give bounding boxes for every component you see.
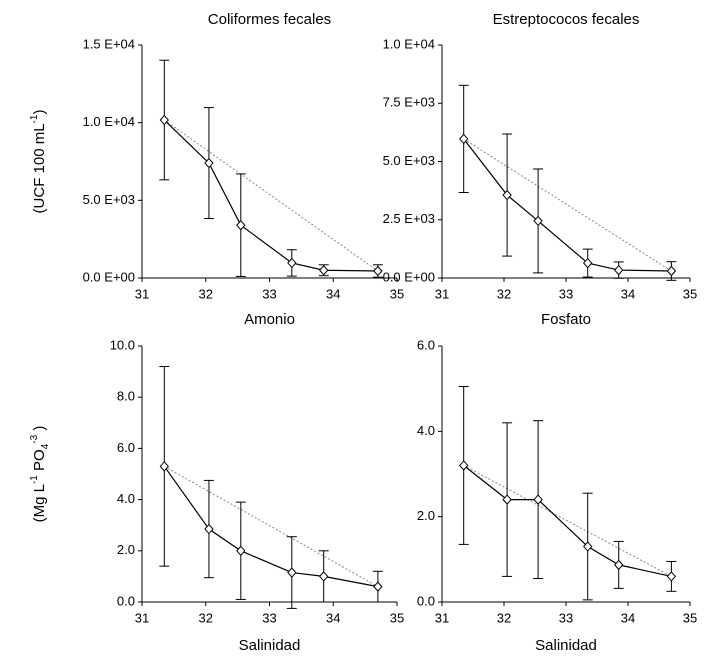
y-tick-label: 5.0 E+03	[83, 192, 135, 207]
y-axis-label: (UCF 100 mL-1)	[29, 110, 48, 214]
x-tick-label: 31	[435, 610, 449, 625]
y-tick-label: 8.0	[117, 389, 135, 404]
point-marker	[236, 219, 246, 231]
point-marker	[583, 541, 593, 552]
x-axis-label: Salinidad	[239, 637, 301, 654]
point-marker	[373, 581, 383, 592]
x-tick-label: 34	[326, 286, 340, 301]
y-tick-label: 1.0 E+04	[83, 114, 135, 129]
y-tick-label: 2.0	[117, 542, 135, 557]
y-axis-label-part: -1	[29, 475, 40, 484]
point-marker	[319, 571, 329, 582]
y-axis-label-part: -1	[29, 114, 40, 123]
point-marker	[287, 257, 297, 269]
y-axis-label-part: PO	[31, 449, 48, 475]
point-marker	[159, 461, 169, 472]
series-line	[163, 119, 378, 272]
y-axis-label-part: (Mg L	[31, 484, 48, 522]
point-marker	[287, 567, 297, 578]
y-axis-label-part: -3	[29, 434, 40, 443]
y-tick-label: 0.0	[117, 593, 135, 608]
reference-line	[164, 119, 379, 272]
point-marker	[159, 114, 169, 126]
point-marker	[459, 460, 469, 471]
reference-line	[164, 465, 379, 588]
x-tick-label: 32	[199, 286, 213, 301]
point-marker	[319, 264, 329, 276]
point-marker	[204, 523, 214, 535]
y-tick-label: 4.0	[117, 491, 135, 506]
point-marker	[204, 157, 214, 169]
x-tick-label: 33	[559, 286, 573, 301]
x-tick-label: 33	[262, 610, 276, 625]
y-tick-label: 0.0 E+00	[83, 269, 135, 284]
reference-line	[463, 138, 672, 272]
x-tick-label: 35	[683, 286, 697, 301]
point-marker	[459, 133, 469, 145]
point-marker	[614, 264, 624, 276]
y-tick-label: 5.0 E+03	[383, 153, 435, 168]
panel-title: Coliformes fecales	[208, 11, 331, 28]
x-tick-label: 33	[559, 610, 573, 625]
point-marker	[236, 545, 246, 557]
x-tick-label: 31	[435, 286, 449, 301]
panel-title: Fosfato	[541, 311, 591, 328]
point-marker	[502, 189, 512, 201]
y-tick-label: 0.0	[417, 593, 435, 608]
x-axis-label: Salinidad	[535, 637, 597, 654]
y-tick-label: 4.0	[417, 423, 435, 438]
y-axis-label-part: 4	[40, 443, 51, 449]
y-axis-label-part: )	[31, 110, 48, 115]
point-marker	[533, 215, 543, 227]
series-line	[163, 465, 378, 588]
point-marker	[666, 265, 677, 277]
y-tick-label: 1.5 E+04	[83, 36, 135, 51]
panel-title: Amonio	[244, 311, 295, 328]
y-axis-label: (Mg L-1 PO4-3 )	[29, 426, 51, 523]
y-tick-label: 6.0	[417, 337, 435, 352]
x-tick-label: 32	[497, 286, 511, 301]
y-axis-label-part: (UCF 100 mL	[31, 123, 48, 213]
x-tick-label: 31	[135, 610, 149, 625]
x-tick-label: 34	[621, 610, 635, 625]
y-tick-label: 1.0 E+04	[383, 36, 435, 51]
point-marker	[502, 494, 512, 505]
x-tick-label: 31	[135, 286, 149, 301]
point-marker	[583, 257, 593, 269]
point-marker	[373, 265, 383, 277]
series-line	[463, 138, 672, 272]
x-tick-label: 32	[497, 610, 511, 625]
point-marker	[614, 559, 624, 571]
x-tick-label: 33	[262, 286, 276, 301]
x-tick-label: 35	[683, 610, 697, 625]
point-marker	[533, 494, 543, 505]
y-tick-label: 6.0	[117, 440, 135, 455]
point-marker	[666, 571, 677, 582]
x-tick-label: 34	[621, 286, 635, 301]
panel-title: Estreptococos fecales	[493, 11, 640, 28]
x-tick-label: 35	[390, 286, 404, 301]
y-tick-label: 10.0	[110, 337, 135, 352]
x-tick-label: 35	[390, 610, 404, 625]
x-tick-label: 34	[326, 610, 340, 625]
x-tick-label: 32	[199, 610, 213, 625]
reference-line	[463, 465, 672, 577]
y-tick-label: 0.0 E+00	[383, 269, 435, 284]
y-tick-label: 7.5 E+03	[383, 95, 435, 110]
y-axis-label-part: )	[31, 426, 48, 435]
y-tick-label: 2.5 E+03	[383, 211, 435, 226]
series-line	[463, 464, 672, 577]
y-tick-label: 2.0	[417, 508, 435, 523]
